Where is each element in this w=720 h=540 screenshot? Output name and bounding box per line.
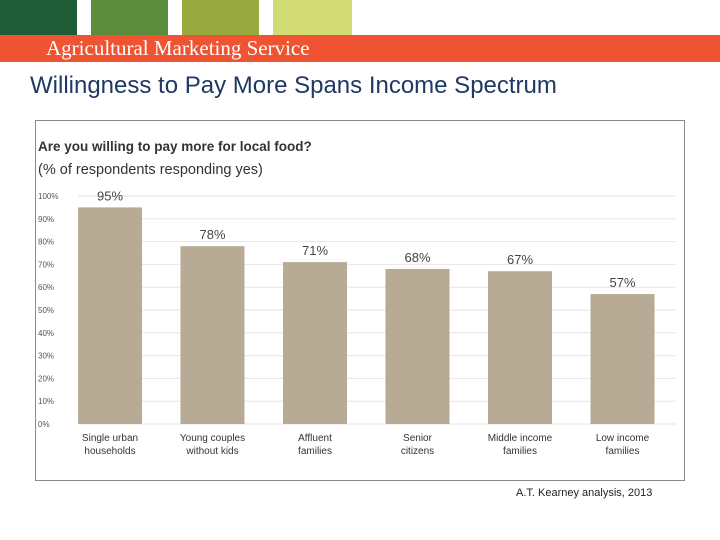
data-label: 68%	[404, 250, 430, 265]
x-tick-label-line: citizens	[401, 446, 434, 457]
x-tick-label-line: Middle income	[488, 433, 553, 444]
data-label: 95%	[97, 188, 123, 203]
header-swatch-2	[91, 0, 168, 35]
x-tick-label-line: families	[606, 446, 640, 457]
y-tick-label: 70%	[38, 260, 54, 269]
x-tick-label: Low income families	[596, 433, 650, 457]
header-swatch-4	[273, 0, 352, 35]
y-tick-label: 10%	[38, 397, 54, 406]
bar	[283, 262, 347, 424]
y-tick-label: 80%	[38, 238, 54, 247]
data-label: 71%	[302, 243, 328, 258]
agency-banner	[0, 35, 720, 62]
bar	[590, 294, 655, 424]
x-tick-label-line: Young couples	[180, 433, 245, 444]
x-tick-label-line: Affluent	[298, 433, 332, 444]
bar-chart: Are you willing to pay more for local fo…	[38, 139, 676, 457]
x-tick-label-line: families	[298, 446, 332, 457]
source-note: A.T. Kearney analysis, 2013	[516, 487, 653, 499]
x-tick-label-line: Low income	[596, 433, 650, 444]
y-tick-label: 60%	[38, 283, 54, 292]
x-tick-label-line: Senior	[403, 433, 433, 444]
y-tick-label: 90%	[38, 215, 54, 224]
data-label: 57%	[609, 275, 635, 290]
x-tick-label-line: without kids	[185, 446, 238, 457]
x-tick-label: Middle income families	[488, 433, 553, 457]
y-tick-label: 20%	[38, 374, 54, 383]
header-swatch-3	[182, 0, 259, 35]
bar	[180, 246, 245, 424]
y-tick-label: 50%	[38, 306, 54, 315]
agency-name: Agricultural Marketing Service	[46, 36, 310, 60]
y-tick-label: 30%	[38, 352, 54, 361]
bar	[78, 207, 142, 424]
slide-title: Willingness to Pay More Spans Income Spe…	[30, 72, 557, 99]
y-tick-label: 100%	[38, 192, 58, 201]
chart-subtitle: (% of respondents responding yes)	[38, 162, 263, 178]
data-label: 67%	[507, 252, 533, 267]
data-label: 78%	[199, 227, 225, 242]
x-tick-label: Affluent families	[298, 433, 332, 457]
header-swatch-1	[0, 0, 77, 35]
chart-title: Are you willing to pay more for local fo…	[38, 139, 312, 154]
x-tick-label: Single urban households	[82, 433, 138, 457]
bar	[488, 271, 552, 424]
x-tick-label-line: families	[503, 446, 537, 457]
x-tick-label: Young couples without kids	[180, 433, 245, 457]
x-tick-label-line: households	[84, 446, 135, 457]
x-tick-label: Senior citizens	[401, 433, 434, 457]
y-tick-label: 0%	[38, 420, 50, 429]
x-tick-label-line: Single urban	[82, 433, 138, 444]
y-tick-label: 40%	[38, 329, 54, 338]
chart-frame: Are you willing to pay more for local fo…	[35, 120, 685, 481]
bar	[385, 268, 450, 424]
